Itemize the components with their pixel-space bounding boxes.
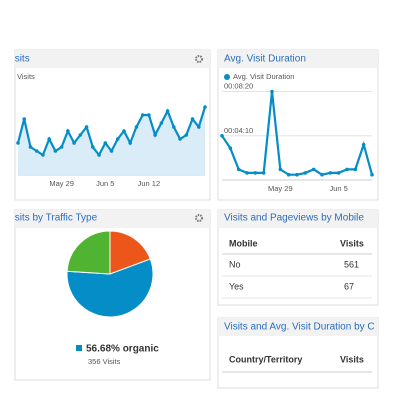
point [261, 171, 266, 175]
point [220, 133, 224, 138]
panel-title: Visits and Pageviews by Mobile [224, 213, 364, 224]
point [16, 141, 20, 145]
panel-title: Visits [6, 54, 30, 65]
cell: No [229, 259, 241, 269]
point [84, 125, 89, 129]
legend-label: Visits [17, 72, 35, 81]
column-header: Visits [340, 238, 364, 248]
point [153, 133, 157, 137]
legend-swatch [8, 74, 14, 80]
pie-visits: 356 Visits [88, 357, 121, 366]
gear-icons[interactable] [195, 55, 203, 222]
column-header: Mobile [229, 238, 258, 248]
point [59, 145, 64, 149]
x-tick-label: Jun 12 [138, 179, 161, 188]
panel-title: Visits by Traffic Type [6, 213, 98, 224]
point [109, 149, 114, 153]
point [345, 167, 349, 172]
point [236, 167, 241, 172]
pie-slice [66, 258, 154, 318]
point [270, 89, 274, 94]
point [328, 171, 333, 175]
point [53, 149, 58, 153]
x-tick-label: May 29 [268, 184, 293, 193]
point [122, 129, 126, 133]
point [353, 167, 358, 172]
point [228, 146, 233, 150]
legend-label: Avg. Visit Duration [233, 72, 294, 81]
point [245, 171, 249, 175]
point [147, 113, 151, 117]
point [172, 125, 176, 129]
point [91, 145, 95, 149]
point [78, 133, 83, 137]
right-clip: Avg. Visit Duration Avg. Visit Duration … [220, 54, 400, 364]
cell: 67 [344, 281, 354, 291]
point [278, 167, 283, 172]
right-charts: 00:04:10 00:08:20 May 29 Jun 5 [220, 82, 374, 193]
point [165, 109, 170, 113]
area [18, 107, 205, 175]
point [34, 149, 39, 153]
cell: 561 [344, 259, 359, 269]
point [178, 137, 182, 141]
point [115, 137, 120, 141]
panel-title: Avg. Visit Duration [224, 54, 306, 65]
point [311, 167, 316, 172]
panel-title: Visits and Avg. Visit Duration by Countr… [224, 322, 400, 333]
point [103, 141, 108, 145]
point [97, 153, 101, 157]
pie-legend-swatch [76, 345, 82, 351]
cell: Yes [229, 281, 244, 291]
column-header: Country/Territory [229, 354, 302, 364]
pie-slice [109, 230, 151, 275]
point [22, 117, 27, 121]
point [295, 172, 299, 177]
column-header: Visits [340, 354, 364, 364]
point [196, 125, 201, 129]
point [140, 113, 145, 117]
point [253, 171, 258, 175]
x-tick-label: May 29 [49, 179, 74, 188]
point [28, 145, 33, 149]
x-tick-label: Jun 5 [96, 179, 114, 188]
left-charts: May 29 Jun 5 Jun 12 [16, 105, 207, 318]
legend-swatch [224, 74, 230, 80]
point [128, 141, 132, 145]
x-tick-label: Jun 5 [329, 184, 347, 193]
point [370, 172, 374, 177]
y-tick-label: 00:08:20 [224, 82, 253, 91]
pie-slice [66, 230, 111, 275]
point [203, 105, 207, 109]
left-clip: Visits Visits Visits by Traffic Type May… [6, 54, 207, 318]
pie-legend-label: 56.68% organic [86, 344, 159, 355]
point [41, 153, 45, 157]
point [72, 141, 76, 145]
point [336, 171, 341, 175]
point [184, 133, 189, 137]
point [303, 171, 308, 175]
y-tick-label: 00:04:10 [224, 126, 253, 135]
point [47, 137, 51, 141]
point [286, 172, 291, 177]
point [190, 117, 195, 121]
point [320, 172, 324, 177]
point [66, 129, 70, 133]
point [134, 125, 139, 129]
point [159, 121, 164, 125]
point [361, 142, 366, 147]
